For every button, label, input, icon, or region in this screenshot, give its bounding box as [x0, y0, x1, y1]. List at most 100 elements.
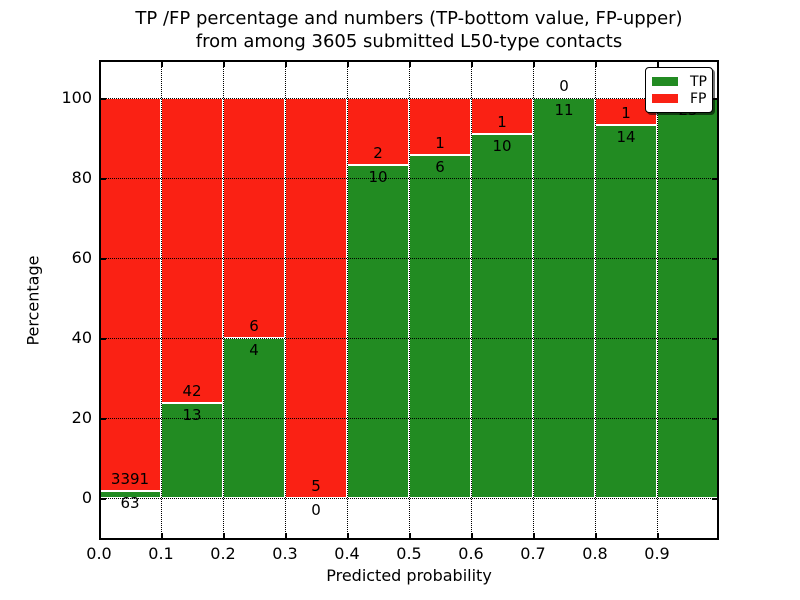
x-tick-mark — [161, 62, 163, 67]
x-tick-mark — [223, 62, 225, 67]
y-tick-label: 60 — [71, 248, 92, 267]
x-tick-label: 0.8 — [582, 544, 608, 563]
tp-color-swatch — [652, 77, 678, 86]
grid-line-vertical — [223, 60, 224, 540]
y-tick-label: 0 — [81, 488, 92, 507]
y-tick-mark — [712, 98, 717, 100]
grid-line-vertical — [471, 60, 472, 540]
x-tick-mark — [161, 533, 163, 538]
fp-count-label: 1 — [497, 113, 507, 132]
grid-line-vertical — [161, 60, 162, 540]
bar-segment-tp — [471, 134, 533, 498]
bar-segment-fp — [347, 98, 409, 165]
tp-count-label: 10 — [492, 137, 512, 156]
legend: TP FP — [645, 67, 713, 113]
x-tick-label: 0.7 — [520, 544, 546, 563]
bar-segment-tp — [595, 124, 657, 498]
bar-segment-fp — [99, 98, 161, 491]
bar-segment-fp — [161, 98, 223, 404]
x-tick-mark — [657, 62, 659, 67]
y-tick-mark — [101, 178, 106, 180]
x-tick-mark — [471, 533, 473, 538]
y-tick-mark — [101, 338, 106, 340]
y-tick-mark — [712, 338, 717, 340]
fp-count-label: 1 — [621, 103, 631, 122]
bar-segment-tp — [533, 98, 595, 498]
y-tick-mark — [712, 178, 717, 180]
fp-count-label: 2 — [373, 143, 383, 162]
legend-entry: FP — [652, 90, 707, 107]
grid-line-vertical — [347, 60, 348, 540]
bar-segment-tp — [347, 164, 409, 498]
bar-segment-tp — [657, 98, 719, 498]
legend-entry: TP — [652, 73, 707, 90]
y-tick-mark — [712, 498, 717, 500]
x-tick-label: 0.2 — [210, 544, 236, 563]
x-tick-mark — [347, 533, 349, 538]
x-tick-mark — [409, 62, 411, 67]
x-tick-mark — [657, 533, 659, 538]
tp-count-label: 10 — [368, 167, 388, 186]
tp-count-label: 6 — [435, 158, 445, 177]
fp-count-label: 6 — [249, 317, 259, 335]
x-tick-label: 0.5 — [396, 544, 422, 563]
y-tick-mark — [101, 258, 106, 260]
y-tick-mark — [101, 498, 106, 500]
x-tick-mark — [99, 62, 101, 67]
x-tick-mark — [99, 533, 101, 538]
grid-line-vertical — [533, 60, 534, 540]
x-tick-label: 0.1 — [148, 544, 174, 563]
x-tick-label: 0.6 — [458, 544, 484, 563]
chart-title: TP /FP percentage and numbers (TP-bottom… — [99, 7, 719, 53]
tp-count-label: 4 — [249, 341, 259, 359]
x-tick-label: 0.3 — [272, 544, 298, 563]
x-tick-label: 0.0 — [86, 544, 112, 563]
fp-count-label: 3391 — [110, 469, 150, 488]
y-tick-label: 40 — [71, 328, 92, 347]
y-tick-mark — [101, 98, 106, 100]
x-tick-mark — [223, 533, 225, 538]
grid-line-vertical — [595, 60, 596, 540]
y-tick-mark — [712, 418, 717, 420]
x-tick-mark — [285, 533, 287, 538]
bar-segment-tp — [161, 403, 223, 498]
fp-count-label: 1 — [435, 134, 445, 153]
y-tick-mark — [712, 258, 717, 260]
legend-label: TP — [690, 73, 707, 90]
tp-count-label: 0 — [311, 501, 321, 519]
fp-color-swatch — [652, 94, 678, 103]
y-tick-mark — [101, 418, 106, 420]
bar-segment-fp — [223, 98, 285, 338]
fp-count-label: 0 — [559, 77, 569, 95]
y-tick-label: 100 — [61, 88, 92, 107]
tp-count-label: 11 — [554, 101, 574, 119]
x-tick-mark — [533, 62, 535, 67]
y-tick-label: 80 — [71, 168, 92, 187]
x-axis-label: Predicted probability — [326, 566, 492, 585]
tp-count-label: 63 — [120, 493, 140, 512]
x-tick-label: 0.9 — [644, 544, 670, 563]
x-tick-mark — [595, 533, 597, 538]
x-tick-mark — [595, 62, 597, 67]
x-tick-mark — [409, 533, 411, 538]
legend-label: FP — [690, 90, 707, 107]
tp-count-label: 13 — [182, 406, 202, 425]
grid-line-vertical — [285, 60, 286, 540]
y-axis-label: Percentage — [23, 255, 43, 346]
chart-title-line1: TP /FP percentage and numbers (TP-bottom… — [135, 8, 683, 29]
x-tick-mark — [471, 62, 473, 67]
y-tick-label: 20 — [71, 408, 92, 427]
grid-line-vertical — [657, 60, 658, 540]
chart-title-line2: from among 3605 submitted L50-type conta… — [195, 31, 623, 52]
fp-count-label: 5 — [311, 477, 321, 495]
x-tick-label: 0.4 — [334, 544, 360, 563]
x-tick-mark — [285, 62, 287, 67]
grid-line-vertical — [409, 60, 410, 540]
bar-segment-fp — [285, 98, 347, 498]
fp-count-label: 42 — [182, 382, 202, 401]
x-tick-mark — [347, 62, 349, 67]
tp-count-label: 14 — [616, 127, 636, 146]
x-tick-mark — [533, 533, 535, 538]
bar-segment-tp — [409, 155, 471, 498]
